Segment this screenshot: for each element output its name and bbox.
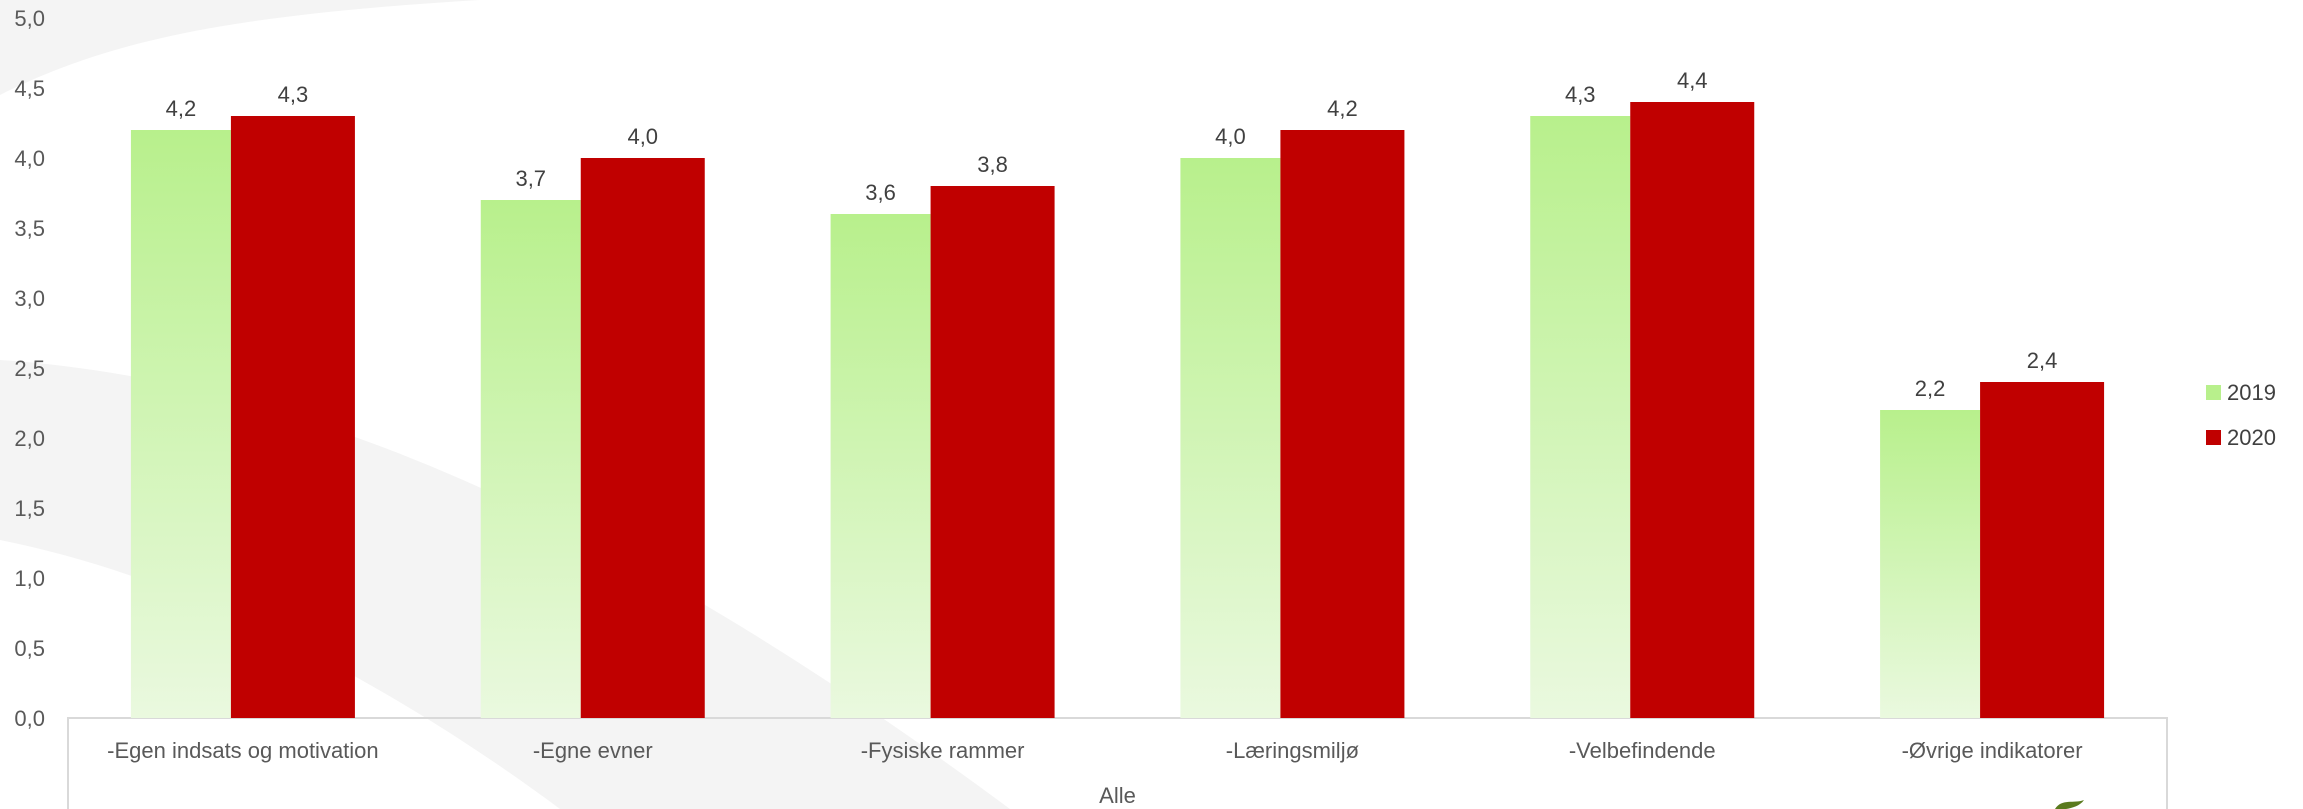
x-group-label: Alle	[1099, 783, 1136, 808]
x-category-label: -Fysiske rammer	[861, 738, 1025, 763]
bar-2020	[1980, 382, 2105, 718]
legend: 2019 2020	[2206, 370, 2276, 460]
data-label-2019: 4,0	[1215, 124, 1246, 149]
data-label-2020: 4,4	[1677, 68, 1708, 93]
bar-2020	[580, 158, 705, 718]
x-category-label: -Velbefindende	[1569, 738, 1716, 763]
bar-2019	[1180, 158, 1281, 718]
legend-item-2020: 2020	[2206, 415, 2276, 460]
data-label-2019: 3,6	[865, 180, 896, 205]
y-tick-label: 0,0	[14, 706, 45, 731]
y-tick-label: 2,0	[14, 426, 45, 451]
y-tick-label: 0,5	[14, 636, 45, 661]
background-swoosh-top	[0, 0, 480, 95]
data-label-2019: 3,7	[515, 166, 546, 191]
bar-2019	[480, 200, 581, 718]
bar-2019	[1880, 410, 1981, 718]
bar-2020	[1630, 102, 1755, 718]
data-label-2019: 2,2	[1915, 376, 1946, 401]
data-label-2020: 2,4	[2027, 348, 2058, 373]
y-tick-label: 5,0	[14, 6, 45, 31]
data-label-2019: 4,3	[1565, 82, 1596, 107]
y-tick-label: 3,0	[14, 286, 45, 311]
bar-2020	[1280, 130, 1405, 718]
y-tick-label: 4,0	[14, 146, 45, 171]
legend-swatch-2020	[2206, 430, 2221, 445]
y-tick-label: 2,5	[14, 356, 45, 381]
legend-swatch-2019	[2206, 385, 2221, 400]
x-category-label: -Egen indsats og motivation	[107, 738, 379, 763]
bar-2019	[830, 214, 931, 718]
y-tick-label: 1,0	[14, 566, 45, 591]
data-label-2019: 4,2	[166, 96, 197, 121]
x-axis-frame	[67, 717, 2168, 809]
legend-item-2019: 2019	[2206, 370, 2276, 415]
data-label-2020: 4,2	[1327, 96, 1358, 121]
y-tick-label: 1,5	[14, 496, 45, 521]
legend-label-2020: 2020	[2227, 424, 2276, 450]
bar-2020	[230, 116, 355, 718]
data-label-2020: 3,8	[977, 152, 1008, 177]
data-label-2020: 4,3	[278, 82, 309, 107]
legend-label-2019: 2019	[2227, 379, 2276, 405]
data-label-2020: 4,0	[627, 124, 658, 149]
leaf-decoration	[2055, 800, 2084, 809]
x-category-label: -Øvrige indikatorer	[1902, 738, 2083, 763]
x-category-label: -Læringsmiljø	[1226, 738, 1359, 763]
x-category-label: -Egne evner	[533, 738, 653, 763]
y-tick-label: 4,5	[14, 76, 45, 101]
bar-2020	[930, 186, 1055, 718]
bar-2019	[130, 130, 231, 718]
y-tick-label: 3,5	[14, 216, 45, 241]
bar-2019	[1530, 116, 1631, 718]
